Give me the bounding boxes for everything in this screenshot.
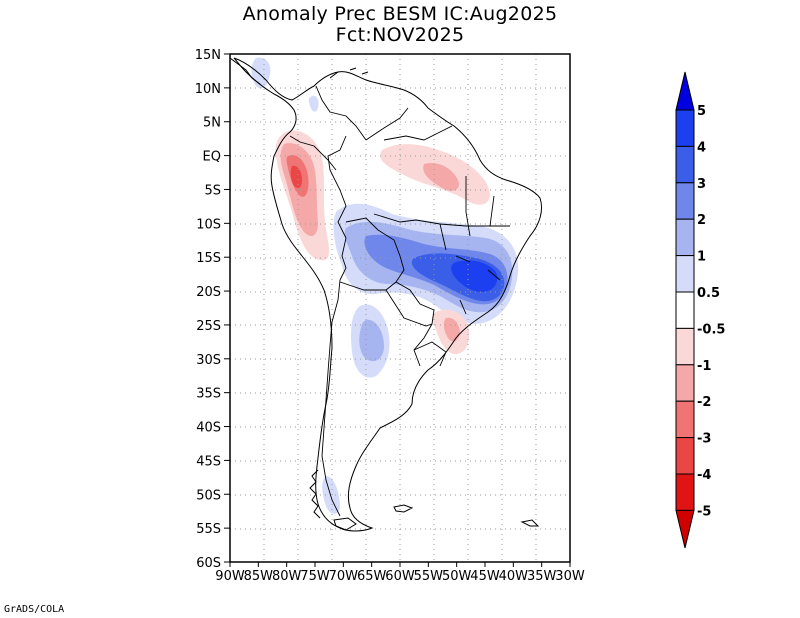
border-peru-bolivia (339, 237, 347, 281)
colorbar-bin (675, 437, 695, 475)
south-georgia (520, 519, 540, 527)
chart-title: Anomaly Prec BESM IC:Aug2025 (242, 3, 558, 25)
colorbar-label: -0.5 (697, 322, 725, 337)
lat-label: 55S (196, 522, 221, 537)
lat-label: EQ (203, 150, 221, 165)
border-argentina-paraguay (385, 289, 433, 327)
anomaly-colombia-weak (251, 57, 271, 89)
tierra-del-fuego (333, 517, 357, 531)
anomaly-shading (251, 57, 519, 514)
south-america-coastline (233, 57, 543, 532)
border-guyana-suriname-brazil (383, 125, 453, 141)
lat-label: 5S (204, 183, 221, 198)
colorbar-bin (675, 145, 695, 184)
lon-label: 80W (272, 569, 302, 584)
border-colombia-brazil (327, 135, 347, 171)
lat-label: 20S (196, 285, 221, 300)
falkland-islands (393, 504, 414, 513)
lat-label: 45S (196, 454, 221, 469)
latitude-labels: 15N 10N 5N EQ 5S 10S 15S 20S 25S 30S 35S 40S 45S 50S 5… (195, 48, 230, 571)
border-paraguay-brazil (395, 281, 435, 325)
colorbar-lower-arrow (675, 509, 695, 549)
anomaly-south-brazil-1 (443, 317, 460, 342)
credit-label: GrADS/COLA (4, 604, 65, 615)
lon-label: 75W (300, 569, 330, 584)
colorbar-label: 4 (697, 140, 706, 155)
colorbar-label: 3 (697, 177, 706, 192)
border-brazil-uruguay (413, 341, 447, 367)
colorbar-label: 2 (697, 213, 706, 228)
border-chile-argentina (321, 279, 341, 517)
border-argentina-brazil-uruguay (413, 323, 433, 367)
border-colombia-peru-ecuador (289, 135, 337, 171)
colorbar-label: -3 (697, 432, 711, 447)
lon-label: 70W (329, 569, 359, 584)
colorbar-bin (675, 218, 695, 257)
lat-label: 60S (196, 556, 221, 571)
plot-frame (229, 53, 571, 563)
lat-label: 25S (196, 319, 221, 334)
colorbar-bin (675, 291, 695, 329)
lon-label: 55W (414, 569, 444, 584)
lon-label: 50W (442, 569, 472, 584)
anomaly-argentina-1 (359, 319, 384, 362)
colorbar-bin (675, 473, 695, 511)
colorbar-label: -5 (697, 504, 711, 519)
lat-label: 40S (196, 421, 221, 436)
lon-label: 65W (357, 569, 387, 584)
colorbar-label: 1 (697, 250, 706, 265)
lat-label: 35S (196, 387, 221, 402)
colorbar-label: 0.5 (697, 286, 720, 301)
colorbar-label: -1 (697, 359, 711, 374)
anomaly-amazon-north-1 (423, 162, 459, 191)
colorbar-bin (675, 182, 695, 220)
colorbar-bin (675, 255, 695, 293)
colorbar-bin (675, 327, 695, 366)
lon-label: 85W (244, 569, 274, 584)
colorbar-label: -2 (697, 395, 711, 410)
lat-label: 50S (196, 488, 221, 503)
colorbar-bin (675, 400, 695, 439)
anomaly-peru-3 (290, 165, 302, 188)
border-colombia-venezuela (315, 85, 367, 141)
coastlines (230, 57, 543, 532)
southern-chile-fjords (309, 469, 321, 519)
lon-label: 35W (527, 569, 557, 584)
lon-label: 30W (555, 569, 585, 584)
anomaly-se-brazil-4 (451, 260, 498, 292)
border-bolivia-brazil (345, 217, 405, 283)
colorbar-label: -4 (697, 468, 711, 483)
lon-label: 45W (470, 569, 500, 584)
lat-label: 5N (203, 116, 221, 131)
lon-label: 90W (215, 569, 245, 584)
border-brazil-states (373, 176, 510, 315)
lon-label: 40W (499, 569, 529, 584)
central-america (230, 57, 261, 85)
lon-label: 60W (385, 569, 415, 584)
lat-label: 30S (196, 353, 221, 368)
graticule (230, 54, 570, 562)
anomaly-colombia-weak-2 (308, 95, 319, 112)
chart-subtitle: Fct:NOV2025 (335, 24, 465, 46)
border-peru-brazil (329, 169, 347, 239)
colorbar-upper-arrow (675, 71, 695, 111)
caribbean-islands (329, 67, 369, 79)
colorbar: 5 4 3 2 1 0.5 -0.5 -1 -2 -3 -4 -5 (675, 71, 725, 549)
country-borders (289, 85, 510, 517)
colorbar-label: 5 (697, 104, 706, 119)
lat-label: 10S (196, 217, 221, 232)
colorbar-bin (675, 364, 695, 402)
anomaly-patagonia-weak (322, 476, 340, 514)
colorbar-bin (675, 109, 695, 147)
border-bolivia-paraguay-argentina (339, 281, 397, 291)
lat-label: 15S (196, 251, 221, 266)
lat-label: 10N (195, 82, 221, 97)
border-venezuela-guyana (365, 107, 409, 141)
lat-label: 15N (195, 48, 221, 63)
